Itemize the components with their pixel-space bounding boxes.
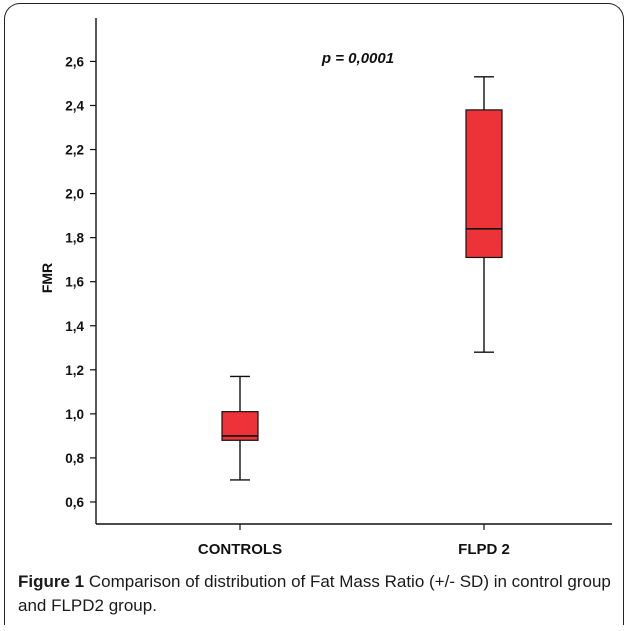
- y-tick-label: 1,6: [65, 275, 84, 290]
- box-body: [465, 109, 503, 259]
- box-controls: [221, 375, 259, 481]
- y-tick-label: 0,8: [65, 451, 84, 466]
- box-flpd-2: [465, 76, 503, 353]
- x-category-label: CONTROLS: [198, 541, 282, 558]
- box-plot: 0,6 0,8 1,0 1,2 1,4 1,6 1,8 2,0 2,2 2,4 2,6 CONTRO…: [39, 18, 612, 558]
- y-tick-label: 2,0: [65, 187, 84, 202]
- figure-caption: Figure 1 Comparison of distribution of F…: [18, 570, 614, 618]
- y-tick-label: 1,8: [65, 231, 84, 246]
- x-category-label: FLPD 2: [458, 541, 510, 558]
- y-tick-label: 1,2: [65, 363, 84, 378]
- y-tick-label: 2,2: [65, 143, 84, 158]
- y-tick-label: 0,6: [65, 495, 84, 510]
- caption-label: Figure 1: [18, 572, 85, 591]
- boxes: [221, 76, 503, 481]
- y-axis-title: FMR: [39, 263, 55, 293]
- y-tick-label: 2,6: [65, 54, 84, 69]
- x-axis: CONTROLS FLPD 2: [96, 523, 612, 558]
- figure-frame: [4, 3, 624, 625]
- y-tick-label: 2,4: [65, 98, 84, 113]
- y-tick-label: 1,4: [65, 319, 84, 334]
- caption-text: Comparison of distribution of Fat Mass R…: [18, 572, 611, 615]
- y-axis: 0,6 0,8 1,0 1,2 1,4 1,6 1,8 2,0 2,2 2,4 2,6: [65, 18, 97, 524]
- y-tick-label: 1,0: [65, 407, 84, 422]
- p-value-annotation: p = 0,0001: [321, 50, 394, 67]
